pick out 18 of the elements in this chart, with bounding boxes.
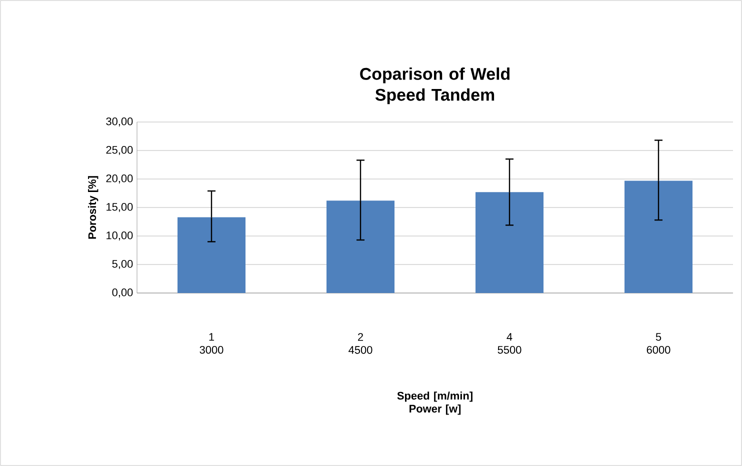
y-tick-label: 25,00 [106, 146, 133, 156]
y-tick-label: 30,00 [106, 117, 133, 127]
x-axis-title: Speed [m/min] Power [w] [397, 392, 472, 415]
bar [624, 180, 693, 293]
y-tick-label: 10,00 [106, 231, 133, 241]
chart-title: Coparison of Weld Speed Tandem [360, 67, 510, 104]
bar [326, 200, 395, 293]
y-tick-label: 5,00 [112, 260, 133, 270]
y-tick-label: 15,00 [106, 202, 133, 212]
x-tick-label: 4 5500 [498, 333, 522, 354]
bar [476, 192, 544, 293]
x-tick-label: 5 6000 [646, 333, 670, 354]
x-tick-label: 1 3000 [200, 333, 224, 354]
x-tick-label: 2 4500 [348, 333, 372, 354]
y-axis-title: Porosity [%] [88, 176, 98, 239]
y-tick-label: 0,00 [112, 288, 133, 298]
y-tick-label: 20,00 [106, 174, 133, 184]
bar [178, 217, 246, 293]
